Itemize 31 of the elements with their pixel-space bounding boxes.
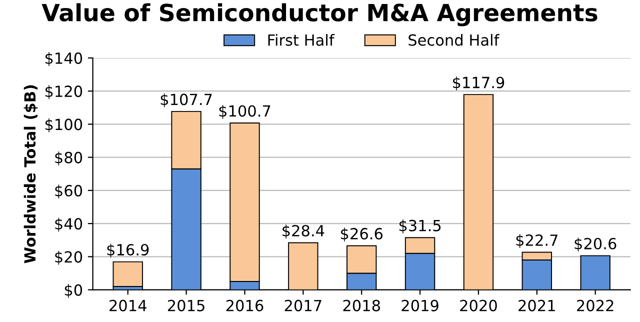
total-label: $107.7	[160, 93, 212, 108]
x-tick-label: 2018	[343, 300, 380, 312]
total-label: $22.7	[516, 234, 558, 248]
legend-label: Second Half	[408, 34, 500, 46]
x-tick-label: 2016	[226, 300, 264, 312]
total-label: $117.9	[453, 76, 504, 90]
legend-label: First Half	[268, 34, 335, 46]
x-tick-label: 2019	[402, 300, 438, 312]
y-tick-label: $80	[55, 152, 82, 166]
y-tick-label: $100	[45, 118, 82, 132]
x-tick-label: 2021	[518, 300, 555, 312]
y-tick-label: $40	[55, 218, 82, 232]
x-tick-label: 2015	[168, 300, 204, 312]
x-tick-label: 2014	[110, 300, 146, 312]
total-label: $28.4	[282, 224, 324, 239]
y-tick-label: $20	[55, 250, 82, 265]
x-tick-label: 2020	[460, 300, 497, 312]
y-tick-label: $140	[45, 52, 82, 66]
x-tick-label: 2022	[577, 300, 614, 312]
bar	[112, 261, 143, 287]
y-tick-label: $0	[64, 284, 82, 298]
x-tick-label: 2017	[284, 300, 322, 312]
total-label: $16.9	[107, 244, 149, 258]
y-axis-title: Worldwide Total ($B)	[24, 85, 38, 264]
total-label: $26.6	[341, 228, 383, 242]
total-label: $31.5	[399, 220, 441, 234]
chart-title: Value of Semiconductor M&A Agreements	[42, 3, 598, 26]
total-label: $20.6	[574, 238, 616, 252]
total-label: $100.7	[219, 104, 270, 119]
y-tick-label: $120	[45, 85, 82, 100]
y-tick-label: $60	[55, 184, 82, 198]
